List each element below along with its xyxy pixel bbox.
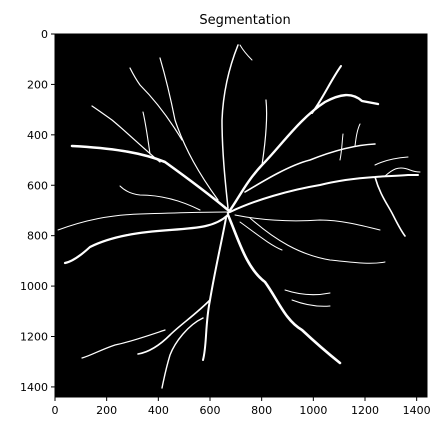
- vessel-left-branch: [91, 105, 161, 163]
- vessel-left-curve: [119, 185, 201, 211]
- y-tick-label: 800: [27, 230, 48, 243]
- y-tick-label: 600: [27, 179, 48, 192]
- y-tick-label: 0: [41, 28, 48, 41]
- vessel-far-right: [374, 176, 406, 237]
- vessel-temporal-upper: [70, 144, 230, 212]
- x-tick-label: 1400: [403, 404, 431, 417]
- vessel-lower-right: [284, 289, 331, 296]
- vessel-right-upper: [244, 143, 376, 193]
- vessel-left-branch-2: [142, 111, 151, 155]
- y-tick-label: 400: [27, 129, 48, 142]
- vessel-mid-right-3: [239, 221, 283, 251]
- y-tick-label: 1400: [20, 381, 48, 394]
- x-axis: 0 200 400 600 800 1000 1200 1400: [52, 397, 431, 417]
- vessel-network: [57, 44, 421, 389]
- vessel-right-edge: [384, 167, 421, 177]
- vessel-superior-arcade: [226, 93, 380, 215]
- vessel-right-branch: [354, 123, 361, 147]
- vessel-far-left: [57, 211, 229, 231]
- x-tick-label: 600: [200, 404, 221, 417]
- vessel-right-main: [229, 174, 419, 213]
- y-tick-label: 200: [27, 78, 48, 91]
- y-axis: 0 200 400 600 800 1000 1200 1400: [20, 28, 55, 394]
- mask-background: [55, 34, 427, 397]
- vessel-inferior-temporal: [63, 213, 230, 265]
- vessel-lower-right-2: [291, 299, 331, 307]
- x-tick-label: 200: [96, 404, 117, 417]
- vessel-inferior-main: [226, 213, 342, 365]
- x-tick-label: 1200: [351, 404, 379, 417]
- vessel-mid-right-2: [249, 217, 386, 264]
- vessel-upper-vertical: [221, 44, 239, 209]
- segmentation-image: [55, 34, 427, 397]
- vessel-right-small: [374, 156, 409, 166]
- vessel-upper-left: [159, 57, 219, 201]
- vessel-lower-curve: [161, 317, 204, 389]
- vessel-right-branch-2: [339, 133, 344, 161]
- x-tick-label: 1000: [299, 404, 327, 417]
- x-tick-label: 400: [148, 404, 169, 417]
- vessel-upper-right-small: [261, 99, 268, 166]
- vessel-superior-branch: [311, 65, 342, 114]
- vessel-upper-branch-2: [129, 67, 183, 141]
- y-tick-label: 1000: [20, 280, 48, 293]
- vessel-lower-branch: [137, 299, 211, 355]
- figure-title: Segmentation: [199, 13, 290, 28]
- vessel-lower-left: [81, 329, 166, 359]
- y-tick-label: 1200: [20, 331, 48, 344]
- vessel-mid-right: [234, 214, 381, 231]
- plot-frame: [54, 33, 428, 398]
- x-tick-label: 800: [251, 404, 272, 417]
- vessel-top: [239, 44, 253, 61]
- x-tick-label: 0: [52, 404, 59, 417]
